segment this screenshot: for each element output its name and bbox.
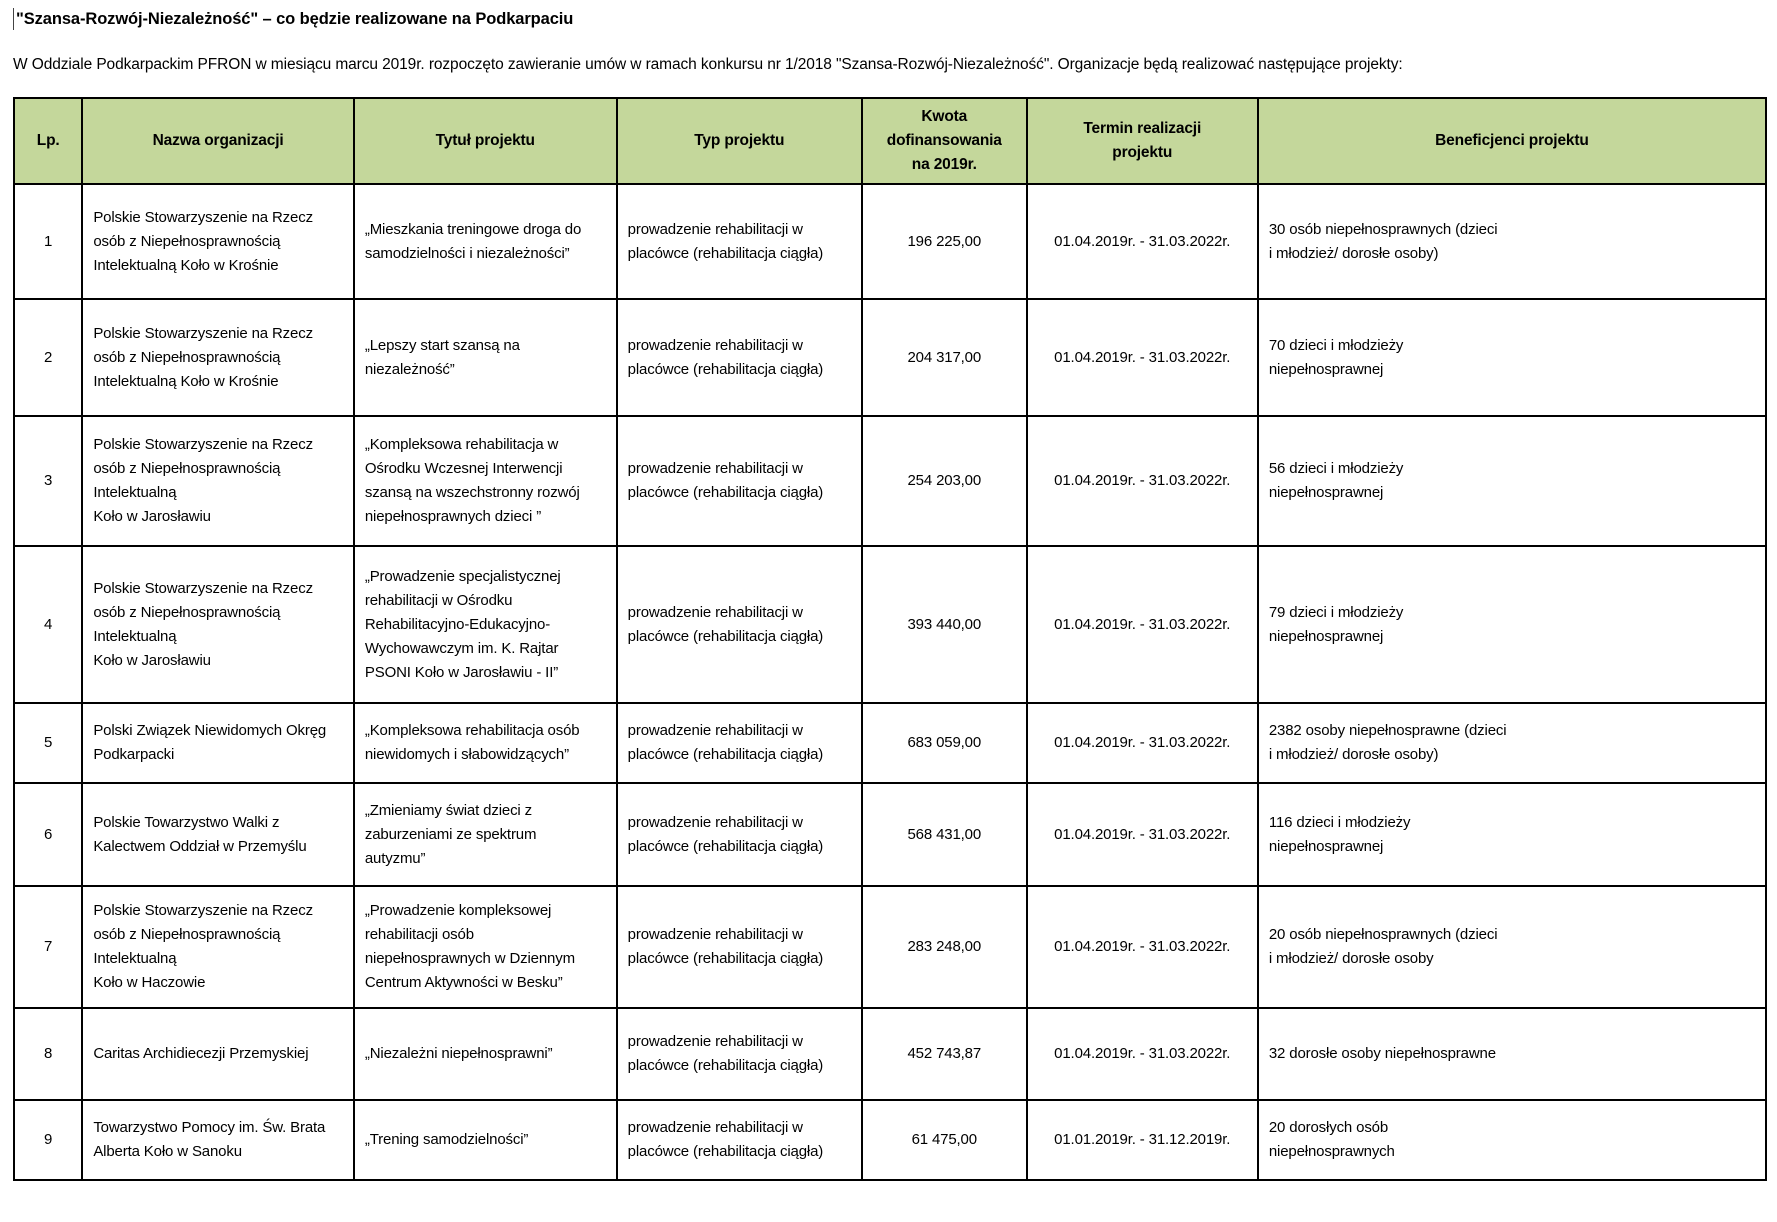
cell-lp: 1 (12, 183, 84, 300)
cell-lp: 9 (12, 1099, 84, 1181)
table-row: 2 Polskie Stowarzyszenie na Rzecz osób z … (12, 298, 1768, 417)
cell-organizacja: Polskie Stowarzyszenie na Rzecz osób z N… (81, 885, 355, 1009)
cell-tytul: „Kompleksowa rehabilitacja w Ośrodku Wcz… (352, 415, 618, 547)
cell-lp: 4 (12, 545, 84, 704)
cell-termin: 01.04.2019r. - 31.03.2022r. (1025, 702, 1259, 784)
intro-paragraph: W Oddziale Podkarpackim PFRON w miesiącu… (13, 56, 1403, 73)
column-header-organizacja: Nazwa organizacji (81, 97, 355, 185)
cell-beneficjenci: 79 dzieci i młodzieży niepełnosprawnej (1256, 545, 1768, 704)
cell-lp: 2 (12, 298, 84, 417)
cell-tytul: „Niezależni niepełnosprawni” (352, 1007, 618, 1101)
cell-organizacja: Polski Związek Niewidomych Okręg Podkarp… (81, 702, 355, 784)
cell-lp: 8 (12, 1007, 84, 1101)
cell-tytul: „Kompleksowa rehabilitacja osób niewidom… (352, 702, 618, 784)
cell-beneficjenci: 2382 osoby niepełnosprawne (dzieci i mło… (1256, 702, 1768, 784)
cell-beneficjenci: 30 osób niepełnosprawnych (dzieci i młod… (1256, 183, 1768, 300)
cell-lp: 6 (12, 782, 84, 887)
table-row: 6 Polskie Towarzystwo Walki z Kalectwem O… (12, 782, 1768, 887)
column-header-lp: Lp. (12, 97, 84, 185)
cell-termin: 01.04.2019r. - 31.03.2022r. (1025, 415, 1259, 547)
table-row: 1 Polskie Stowarzyszenie na Rzecz osób z … (12, 183, 1768, 300)
cell-tytul: „Zmieniamy świat dzieci z zaburzeniami z… (352, 782, 618, 887)
cell-typ: prowadzenie rehabilitacji w placówce (re… (615, 298, 863, 417)
cell-beneficjenci: 56 dzieci i młodzieży niepełnosprawnej (1256, 415, 1768, 547)
cell-termin: 01.04.2019r. - 31.03.2022r. (1025, 885, 1259, 1009)
cell-lp: 7 (12, 885, 84, 1009)
cell-organizacja: Caritas Archidiecezji Przemyskiej (81, 1007, 355, 1101)
cell-lp: 5 (12, 702, 84, 784)
cell-typ: prowadzenie rehabilitacji w placówce (re… (615, 885, 863, 1009)
cell-kwota: 568 431,00 (860, 782, 1028, 887)
document-page: "Szansa-Rozwój-Niezależność" – co będzie… (12, 8, 1768, 1181)
cell-typ: prowadzenie rehabilitacji w placówce (re… (615, 782, 863, 887)
cell-termin: 01.04.2019r. - 31.03.2022r. (1025, 1007, 1259, 1101)
cell-termin: 01.04.2019r. - 31.03.2022r. (1025, 183, 1259, 300)
text-cursor (13, 8, 14, 30)
cell-organizacja: Polskie Stowarzyszenie na Rzecz osób z N… (81, 545, 355, 704)
column-header-kwota: Kwota dofinansowania na 2019r. (860, 97, 1028, 185)
cell-typ: prowadzenie rehabilitacji w placówce (re… (615, 545, 863, 704)
column-header-typ: Typ projektu (615, 97, 863, 185)
cell-beneficjenci: 20 dorosłych osób niepełnosprawnych (1256, 1099, 1768, 1181)
column-header-termin: Termin realizacji projektu (1025, 97, 1259, 185)
table-row: 5 Polski Związek Niewidomych Okręg Podkar… (12, 702, 1768, 784)
cell-organizacja: Polskie Stowarzyszenie na Rzecz osób z N… (81, 298, 355, 417)
cell-kwota: 393 440,00 (860, 545, 1028, 704)
table-row: 8 Caritas Archidiecezji Przemyskiej „Nieza… (12, 1007, 1768, 1101)
cell-kwota: 204 317,00 (860, 298, 1028, 417)
column-header-beneficjenci: Beneficjenci projektu (1256, 97, 1768, 185)
cell-tytul: „Prowadzenie kompleksowej rehabilitacji … (352, 885, 618, 1009)
cell-kwota: 254 203,00 (860, 415, 1028, 547)
cell-beneficjenci: 70 dzieci i młodzieży niepełnosprawnej (1256, 298, 1768, 417)
cell-organizacja: Towarzystwo Pomocy im. Św. Brata Alberta… (81, 1099, 355, 1181)
cell-tytul: „Prowadzenie specjalistycznej rehabilita… (352, 545, 618, 704)
table-row: 7 Polskie Stowarzyszenie na Rzecz osób z … (12, 885, 1768, 1009)
cell-termin: 01.04.2019r. - 31.03.2022r. (1025, 782, 1259, 887)
cell-kwota: 196 225,00 (860, 183, 1028, 300)
projects-table: Lp. Nazwa organizacji Tytuł projektu Typ pr… (12, 97, 1768, 1181)
cell-typ: prowadzenie rehabilitacji w placówce (re… (615, 1099, 863, 1181)
page-title: "Szansa-Rozwój-Niezależność" – co będzie… (16, 10, 574, 28)
cell-typ: prowadzenie rehabilitacji w placówce (re… (615, 1007, 863, 1101)
cell-beneficjenci: 32 dorosłe osoby niepełnosprawne (1256, 1007, 1768, 1101)
cell-kwota: 61 475,00 (860, 1099, 1028, 1181)
cell-termin: 01.04.2019r. - 31.03.2022r. (1025, 298, 1259, 417)
cell-kwota: 283 248,00 (860, 885, 1028, 1009)
cell-tytul: „Trening samodzielności” (352, 1099, 618, 1181)
table-row: 9 Towarzystwo Pomocy im. Św. Brata Albert… (12, 1099, 1768, 1181)
cell-beneficjenci: 116 dzieci i młodzieży niepełnosprawnej (1256, 782, 1768, 887)
cell-typ: prowadzenie rehabilitacji w placówce (re… (615, 183, 863, 300)
cell-kwota: 683 059,00 (860, 702, 1028, 784)
cell-kwota: 452 743,87 (860, 1007, 1028, 1101)
table-row: 3 Polskie Stowarzyszenie na Rzecz osób z … (12, 415, 1768, 547)
cell-typ: prowadzenie rehabilitacji w placówce (re… (615, 702, 863, 784)
cell-tytul: „Lepszy start szansą na niezależność” (352, 298, 618, 417)
cell-organizacja: Polskie Stowarzyszenie na Rzecz osób z N… (81, 183, 355, 300)
cell-lp: 3 (12, 415, 84, 547)
title-row: "Szansa-Rozwój-Niezależność" – co będzie… (13, 8, 1767, 30)
column-header-tytul: Tytuł projektu (352, 97, 618, 185)
cell-termin: 01.04.2019r. - 31.03.2022r. (1025, 545, 1259, 704)
table-row: 4 Polskie Stowarzyszenie na Rzecz osób z … (12, 545, 1768, 704)
cell-tytul: „Mieszkania treningowe droga do samodzie… (352, 183, 618, 300)
cell-typ: prowadzenie rehabilitacji w placówce (re… (615, 415, 863, 547)
cell-organizacja: Polskie Towarzystwo Walki z Kalectwem Od… (81, 782, 355, 887)
cell-organizacja: Polskie Stowarzyszenie na Rzecz osób z N… (81, 415, 355, 547)
cell-beneficjenci: 20 osób niepełnosprawnych (dzieci i młod… (1256, 885, 1768, 1009)
cell-termin: 01.01.2019r. - 31.12.2019r. (1025, 1099, 1259, 1181)
table-header-row: Lp. Nazwa organizacji Tytuł projektu Typ pr… (12, 97, 1768, 185)
